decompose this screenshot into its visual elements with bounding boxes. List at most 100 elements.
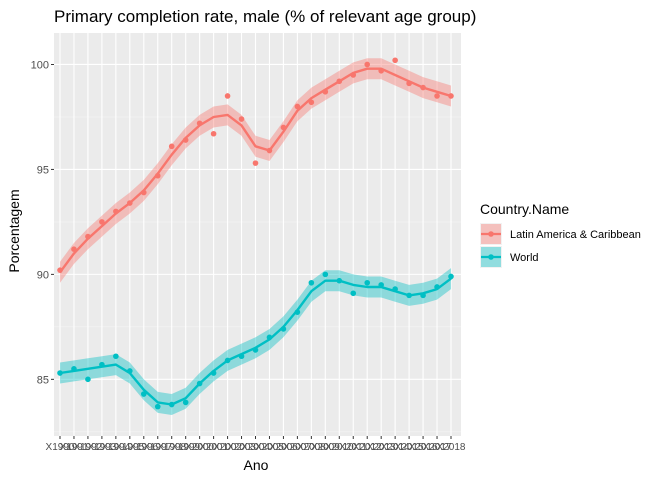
- x-tick-label: X2010: [325, 442, 354, 453]
- data-point: [210, 130, 217, 137]
- legend-key-point: [488, 231, 494, 237]
- data-point: [434, 93, 440, 99]
- data-points: [57, 57, 454, 410]
- data-point: [322, 271, 329, 278]
- x-tick-label: X2018: [437, 442, 466, 453]
- x-tick-label: X2009: [311, 442, 340, 453]
- data-point: [57, 370, 63, 376]
- x-tick-label: X2014: [381, 442, 410, 453]
- data-point: [140, 391, 147, 397]
- x-tick-label: X2013: [367, 442, 396, 453]
- confidence-bands: [60, 58, 451, 415]
- data-point: [294, 309, 301, 315]
- data-point: [168, 401, 175, 408]
- data-point: [322, 88, 329, 95]
- legend-key-point: [488, 254, 494, 260]
- x-tick-label: X2007: [283, 442, 312, 453]
- data-point: [182, 399, 189, 406]
- data-point: [280, 124, 287, 131]
- x-tick-label: X1995: [115, 442, 144, 453]
- data-point: [71, 366, 77, 372]
- plot-panel: [54, 33, 461, 436]
- data-point: [378, 282, 384, 288]
- data-point: [364, 61, 371, 68]
- x-tick-label: X1994: [101, 442, 130, 453]
- data-point: [127, 200, 133, 206]
- x-tick-label: X1992: [73, 442, 102, 453]
- x-tick-label: X1998: [157, 442, 186, 453]
- data-point: [406, 80, 412, 87]
- x-tick-label: X2011: [339, 442, 368, 453]
- legend: Country.Name Latin America & Caribbean Wo…: [480, 201, 641, 268]
- data-point: [392, 286, 398, 292]
- chart-title: Primary completion rate, male (% of rele…: [54, 7, 476, 26]
- data-point: [378, 67, 384, 74]
- x-tick-label: X1991: [60, 442, 89, 453]
- data-point: [182, 137, 189, 143]
- x-tick-label: X1996: [129, 442, 158, 453]
- y-tick-label: 100: [31, 59, 49, 71]
- confidence-band: [60, 58, 451, 283]
- x-tick-label: X2002: [213, 442, 242, 453]
- data-point: [308, 99, 315, 106]
- x-tick-label: X1999: [171, 442, 200, 453]
- data-point: [127, 368, 133, 374]
- data-point: [238, 116, 245, 122]
- x-tick-label: X2016: [409, 442, 438, 453]
- data-point: [392, 57, 398, 64]
- data-point: [238, 353, 245, 360]
- x-tick-label: X2015: [395, 442, 424, 453]
- x-axis-ticks: X1990X1991X1992X1993X1994X1995X1996X1997…: [46, 436, 466, 453]
- data-point: [308, 279, 315, 286]
- data-point: [266, 334, 273, 341]
- legend-label: World: [510, 252, 539, 264]
- data-point: [168, 143, 175, 150]
- data-point: [113, 353, 119, 360]
- data-point: [336, 277, 343, 284]
- data-point: [252, 160, 259, 166]
- x-tick-label: X2004: [241, 442, 270, 453]
- data-point: [448, 93, 454, 99]
- y-axis-title: Porcentagem: [6, 189, 22, 272]
- data-point: [210, 370, 217, 376]
- y-tick-label: 85: [37, 374, 49, 386]
- data-point: [448, 273, 454, 280]
- data-point: [196, 380, 203, 387]
- x-axis-title: Ano: [244, 457, 269, 473]
- data-point: [85, 233, 91, 240]
- x-tick-label: X2000: [185, 442, 214, 453]
- data-point: [280, 326, 287, 332]
- x-tick-label: X2005: [255, 442, 284, 453]
- data-point: [420, 84, 426, 91]
- data-point: [154, 172, 161, 179]
- data-point: [364, 279, 371, 286]
- data-point: [57, 267, 63, 273]
- x-tick-label: X1993: [87, 442, 116, 453]
- data-point: [71, 246, 77, 252]
- data-point: [420, 292, 426, 299]
- legend-label: Latin America & Caribbean: [510, 229, 641, 241]
- data-point: [350, 290, 357, 297]
- data-point: [113, 208, 119, 215]
- x-tick-label: X2012: [353, 442, 382, 453]
- confidence-band: [60, 268, 451, 415]
- x-tick-label: X1997: [143, 442, 172, 453]
- data-point: [406, 292, 412, 299]
- x-tick-label: X1990: [46, 442, 75, 453]
- legend-title: Country.Name: [480, 201, 569, 217]
- series-line: [59, 67, 452, 274]
- data-point: [99, 361, 105, 368]
- data-point: [252, 347, 259, 353]
- data-point: [196, 120, 203, 127]
- y-tick-label: 95: [37, 164, 49, 176]
- data-point: [224, 93, 231, 99]
- x-tick-label: X2001: [199, 442, 228, 453]
- data-point: [434, 284, 440, 290]
- data-point: [85, 376, 91, 383]
- data-point: [294, 103, 301, 110]
- y-tick-label: 90: [37, 269, 49, 281]
- data-point: [350, 72, 357, 78]
- data-point: [154, 403, 161, 410]
- x-tick-label: X2003: [227, 442, 256, 453]
